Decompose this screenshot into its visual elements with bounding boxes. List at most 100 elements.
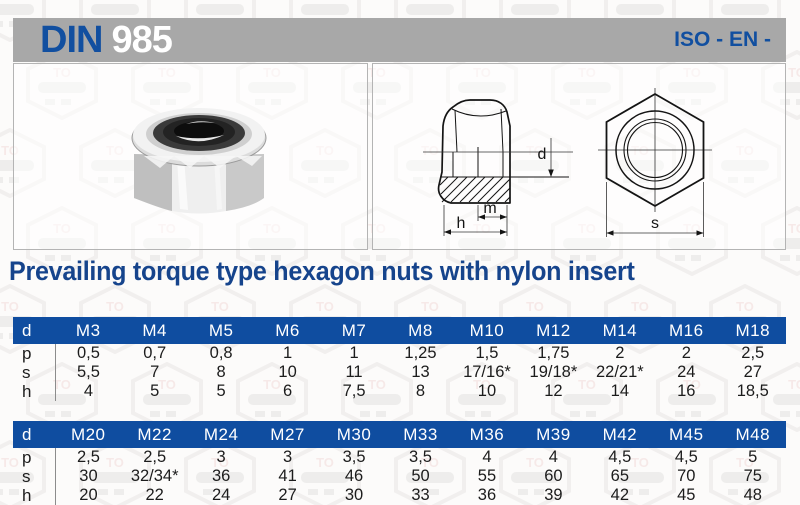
svg-text:TO: TO xyxy=(1,299,19,314)
value-cell: 2,5 xyxy=(77,448,100,466)
value-cell: 33 xyxy=(411,486,430,504)
col-header-cell: M14 xyxy=(586,317,654,344)
value-cell: 75 xyxy=(743,467,762,485)
technical-drawing-panel: d m h s xyxy=(372,63,786,250)
value-cell: 24 xyxy=(211,486,231,504)
value-cell: 4,5 xyxy=(674,448,698,466)
value-cell: 27 xyxy=(278,486,297,504)
col-header-cell: M8 xyxy=(387,317,454,344)
value-cell: 12 xyxy=(544,382,563,400)
value-cell: 4 xyxy=(482,448,492,466)
value-cell: 70 xyxy=(677,467,696,485)
value-cell: 1 xyxy=(349,344,359,362)
value-cell: 4,5 xyxy=(608,448,632,466)
col-header-cell: M39 xyxy=(520,421,587,448)
value-cell: 3,5 xyxy=(409,448,432,466)
row-label-cell: p xyxy=(13,344,56,363)
product-photo-panel xyxy=(13,63,368,250)
table-row: p 2,5 2,5 3 3 3,5 3,5 4 4 4,5 4,5 5 xyxy=(13,448,786,467)
svg-text:TO: TO xyxy=(421,299,439,314)
din-label: DIN xyxy=(40,19,103,61)
value-cell: 6 xyxy=(282,382,293,400)
value-cell: 0,7 xyxy=(143,344,167,362)
value-cell: 5 xyxy=(216,382,226,400)
value-cell: 11 xyxy=(345,363,363,381)
table-row: s 5,5 7 8 10 11 13 17/16* 19/18* 22/21* 24 27 xyxy=(13,363,786,382)
value-cell: 16 xyxy=(677,382,696,400)
col-header-cell: M3 xyxy=(55,317,122,344)
value-cell: 13 xyxy=(411,363,430,381)
value-cell: 14 xyxy=(610,382,630,400)
col-header-cell: M5 xyxy=(187,317,255,344)
svg-text:TO: TO xyxy=(106,299,124,314)
diameter-header-cell: d xyxy=(13,317,55,344)
col-header-cell: M36 xyxy=(453,421,521,448)
table-row: s 30 32/34* 36 41 46 50 55 60 65 70 75 xyxy=(13,467,786,486)
value-cell: 7,5 xyxy=(342,382,366,400)
value-cell: 17/16* xyxy=(463,363,511,381)
value-cell: 48 xyxy=(743,486,762,504)
value-cell: 0,5 xyxy=(77,344,100,362)
page-title: Prevailing torque type hexagon nuts with… xyxy=(9,256,635,286)
svg-text:TO: TO xyxy=(1,0,19,2)
svg-text:TO: TO xyxy=(526,0,544,2)
value-cell: 65 xyxy=(610,467,630,485)
col-header-cell: M12 xyxy=(520,317,587,344)
value-cell: 5 xyxy=(748,448,758,466)
svg-text:TO: TO xyxy=(788,65,800,80)
value-cell: 4 xyxy=(548,448,558,466)
col-header-cell: M16 xyxy=(653,317,720,344)
table-header-row: d M20 M22 M24 M27 M30 M33 M36 M39 M42 M45 M48 xyxy=(13,421,786,448)
col-header-cell: M10 xyxy=(453,317,521,344)
dimension-table-2: d M20 M22 M24 M27 M30 M33 M36 M39 M42 M45 M48 p 2,5 2,… xyxy=(13,421,786,505)
standard-number: DIN 985 xyxy=(40,18,173,62)
svg-text:TO: TO xyxy=(736,0,754,2)
din-number: 985 xyxy=(111,19,172,61)
svg-text:TO: TO xyxy=(788,377,800,392)
svg-text:TO: TO xyxy=(316,0,334,2)
value-cell: 3,5 xyxy=(342,448,366,466)
value-cell: 39 xyxy=(544,486,563,504)
table-row: h 4 5 5 6 7,5 8 10 12 14 16 18,5 xyxy=(13,382,786,401)
dim-label-m: m xyxy=(483,200,496,217)
dim-label-d: d xyxy=(538,146,547,163)
value-cell: 2,5 xyxy=(741,344,765,362)
col-header-cell: M20 xyxy=(55,421,122,448)
value-cell: 22 xyxy=(145,486,164,504)
svg-text:TO: TO xyxy=(211,0,229,2)
value-cell: 46 xyxy=(344,467,364,485)
col-header-cell: M27 xyxy=(254,421,321,448)
value-cell: 20 xyxy=(79,486,98,504)
value-cell: 4 xyxy=(83,382,94,400)
col-header-cell: M18 xyxy=(719,317,786,344)
row-label-cell: s xyxy=(13,467,56,486)
iso-en-label: ISO - EN - xyxy=(674,28,771,51)
value-cell: 42 xyxy=(610,486,630,504)
value-cell: 3 xyxy=(282,448,293,466)
col-header-cell: M6 xyxy=(254,317,321,344)
row-label-cell: h xyxy=(13,486,56,505)
value-cell: 2,5 xyxy=(143,448,167,466)
col-header-cell: M22 xyxy=(121,421,188,448)
col-header-cell: M45 xyxy=(653,421,720,448)
value-cell: 10 xyxy=(278,363,297,381)
value-cell: 0,8 xyxy=(209,344,233,362)
value-cell: 45 xyxy=(677,486,696,504)
svg-text:TO: TO xyxy=(106,0,124,2)
value-cell: 18,5 xyxy=(736,382,769,400)
value-cell: 22/21* xyxy=(595,363,644,381)
value-cell: 1,5 xyxy=(475,344,499,362)
value-cell: 27 xyxy=(743,363,762,381)
value-cell: 55 xyxy=(477,467,497,485)
dim-label-h: h xyxy=(457,215,466,232)
value-cell: 19/18* xyxy=(529,363,578,381)
value-cell: 36 xyxy=(211,467,231,485)
value-cell: 7 xyxy=(150,363,160,381)
value-cell: 32/34* xyxy=(130,467,179,485)
svg-text:TO: TO xyxy=(631,0,649,2)
value-cell: 3 xyxy=(216,448,226,466)
svg-text:TO: TO xyxy=(631,299,649,314)
value-cell: 36 xyxy=(477,486,497,504)
row-label-cell: s xyxy=(13,363,56,382)
